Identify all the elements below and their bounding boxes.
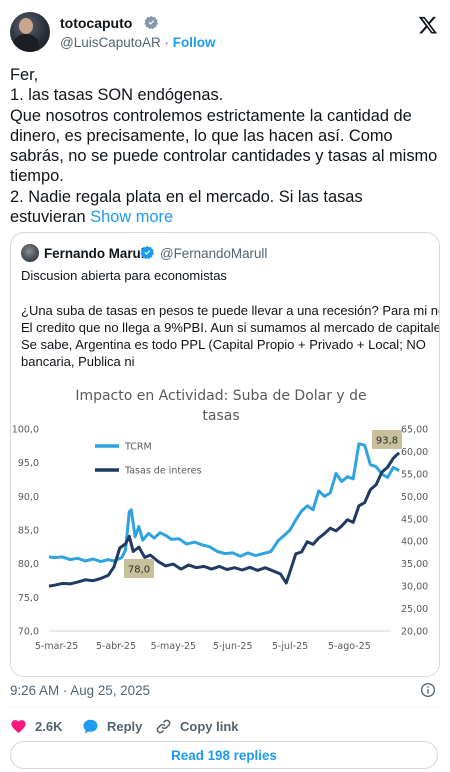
legend-label: Tasas de interes — [124, 466, 201, 477]
chart-title: tasas — [202, 408, 239, 424]
y-left-tick-label: 90,0 — [18, 492, 39, 503]
quote-line: Se sabe, Argentina es todo PPL (Capital … — [21, 337, 426, 353]
quote-line: ¿Una suba de tasas en pesos te puede lle… — [21, 302, 440, 318]
y-right-tick-label: 30,00 — [401, 582, 428, 593]
divider — [10, 707, 440, 708]
tweet-header: totocaputo @LuisCaputoAR · Follow — [10, 12, 440, 56]
like-button[interactable]: 2.6K — [10, 716, 62, 736]
chart-title: Impacto en Actividad: Suba de Dolar y de — [75, 388, 366, 404]
x-logo-icon[interactable] — [418, 15, 438, 35]
link-icon — [156, 719, 171, 733]
follow-button[interactable]: Follow — [172, 35, 216, 50]
chart-image: Impacto en Actividad: Suba de Dolar y de… — [11, 376, 439, 676]
y-right-tick-label: 45,00 — [401, 514, 428, 525]
tweet-line: tiempo. — [10, 167, 64, 186]
separator-dot: · — [164, 35, 170, 50]
tweet-text: Fer, 1. las tasas SON endógenas. Que nos… — [10, 65, 440, 227]
x-tick-label: 5-may-25 — [151, 641, 197, 652]
author-avatar[interactable] — [10, 12, 50, 52]
y-right-tick-label: 55,00 — [401, 469, 428, 480]
info-icon[interactable] — [420, 682, 436, 698]
x-tick-label: 5-ago-25 — [328, 641, 371, 652]
reply-label: Reply — [107, 718, 143, 734]
annotation-box — [372, 430, 402, 449]
verified-badge-icon — [144, 15, 159, 30]
y-left-tick-label: 80,0 — [18, 559, 39, 570]
read-replies-button[interactable]: Read 198 replies — [10, 741, 438, 769]
quote-line — [21, 284, 431, 301]
reply-bubble-icon — [83, 719, 98, 734]
quoted-tweet[interactable]: Fernando Marull @FernandoMarull Discusio… — [10, 232, 440, 677]
heart-icon — [11, 719, 26, 733]
chart-background — [11, 376, 439, 676]
copy-link-button[interactable]: Copy link — [155, 716, 239, 736]
tweet-line: 1. las tasas SON endógenas. — [10, 86, 224, 105]
annotation-box — [124, 559, 154, 578]
x-tick-label: 5-jun-25 — [213, 641, 253, 652]
y-right-tick-label: 25,00 — [401, 604, 428, 615]
x-tick-label: 5-abr-25 — [96, 641, 136, 652]
tweet-line-last: estuvieran Show more — [10, 207, 440, 227]
quote-line: Discusion abierta para economistas — [21, 268, 227, 283]
tweet-line: Fer, — [10, 66, 39, 84]
show-more-link[interactable]: Show more — [90, 208, 174, 227]
reply-button[interactable]: Reply — [82, 716, 142, 736]
tweet-line: estuvieran — [10, 208, 86, 227]
y-left-tick-label: 70,0 — [18, 627, 39, 638]
author-handle-row: @LuisCaputoAR · Follow — [60, 35, 216, 50]
annotation-label: 93,8 — [376, 436, 398, 447]
quoted-author-name: Fernando Marull — [44, 246, 149, 261]
y-left-tick-label: 100,0 — [12, 425, 39, 436]
y-right-tick-label: 60,00 — [401, 447, 428, 458]
copy-link-label: Copy link — [180, 718, 239, 734]
y-left-tick-label: 75,0 — [18, 593, 39, 604]
verified-badge-icon — [140, 245, 155, 260]
y-left-tick-label: 85,0 — [18, 526, 39, 537]
quoted-author-handle: @FernandoMarull — [160, 246, 268, 261]
tweet-line: Que nosotros controlemos estrictamente l… — [10, 106, 412, 125]
y-right-tick-label: 20,00 — [401, 627, 428, 638]
y-right-tick-label: 65,00 — [401, 425, 428, 436]
x-tick-label: 5-mar-25 — [35, 641, 78, 652]
series-line-tasas — [48, 451, 401, 588]
y-right-tick-label: 40,00 — [401, 537, 428, 548]
y-right-tick-label: 35,00 — [401, 559, 428, 570]
author-handle[interactable]: @LuisCaputoAR — [60, 35, 161, 50]
tweet-timestamp[interactable]: 9:26 AM · Aug 25, 2025 — [10, 683, 150, 698]
quoted-tweet-text: Discusion abierta para economistas ¿Una … — [21, 267, 440, 371]
quote-line: El credito que no llega a 9%PBI. Aun si … — [21, 319, 440, 335]
tweet-line: sabrás, no se puede controlar cantidades… — [10, 147, 438, 166]
tweet-line: dinero, es precisamente, lo que las hace… — [10, 126, 393, 145]
quoted-author-avatar — [21, 244, 39, 262]
y-right-tick-label: 50,00 — [401, 492, 428, 503]
legend-label: TCRM — [124, 442, 152, 453]
y-left-tick-label: 95,0 — [18, 458, 39, 469]
annotation-label: 78,0 — [128, 565, 150, 576]
quote-line: bancaria, Publica ni — [21, 354, 135, 370]
like-count: 2.6K — [35, 718, 63, 734]
x-tick-label: 5-jul-25 — [272, 641, 308, 652]
author-display-name[interactable]: totocaputo — [60, 15, 133, 31]
tweet-line: 2. Nadie regala plata en el mercado. Si … — [10, 187, 363, 206]
